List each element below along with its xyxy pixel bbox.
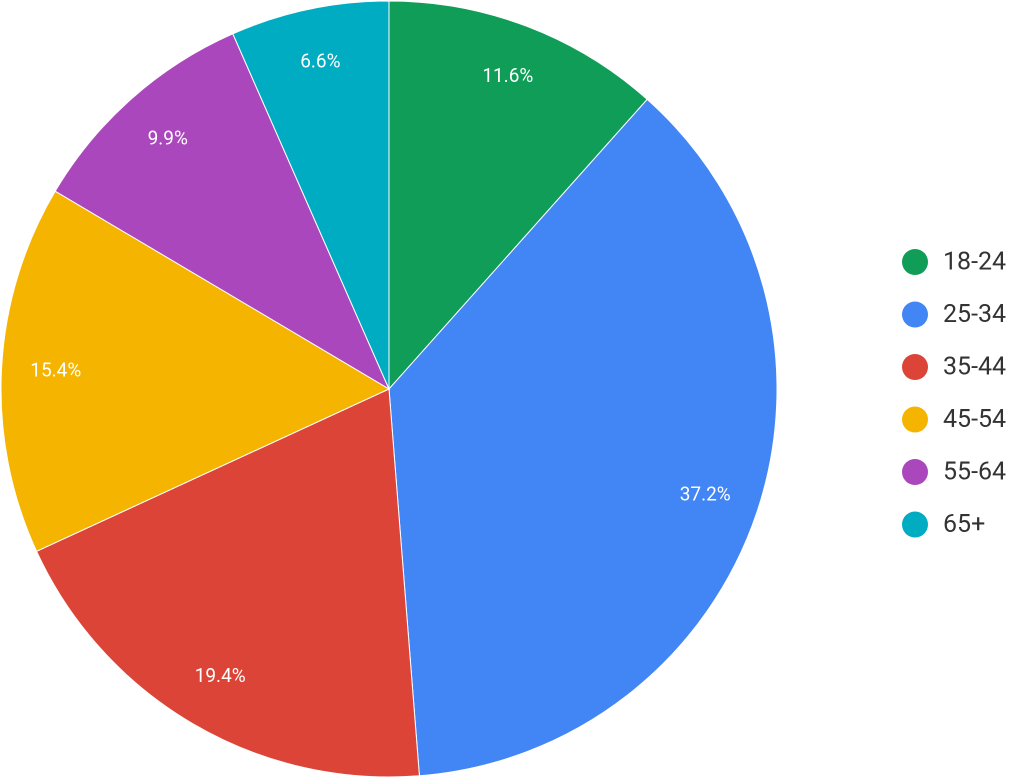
legend-marker — [902, 511, 928, 538]
pie-slice — [388, 0, 648, 391]
value-label: 11.6% — [482, 64, 533, 87]
legend-label: 18-24 — [943, 248, 1006, 277]
value-label: 15.4% — [30, 359, 81, 382]
legend-label: 25-34 — [943, 300, 1006, 329]
pie-slice — [35, 388, 420, 778]
pie-slice — [0, 190, 391, 552]
pie-slice — [388, 98, 778, 777]
legend-marker — [902, 301, 928, 328]
legend-label: 35-44 — [943, 353, 1006, 382]
value-label: 37.2% — [680, 483, 731, 506]
legend-label: 45-54 — [943, 405, 1006, 434]
value-label: 19.4% — [195, 664, 246, 687]
pie-slice — [54, 33, 391, 391]
legend-label: 65+ — [943, 510, 985, 539]
legend-marker — [902, 406, 928, 433]
value-label: 9.9% — [148, 126, 188, 149]
legend-marker — [902, 249, 928, 275]
legend-marker — [902, 459, 928, 485]
pie-slice — [232, 0, 390, 390]
legend-label: 55-64 — [943, 458, 1006, 487]
legend-marker — [902, 354, 928, 380]
value-label: 6.6% — [300, 49, 340, 72]
